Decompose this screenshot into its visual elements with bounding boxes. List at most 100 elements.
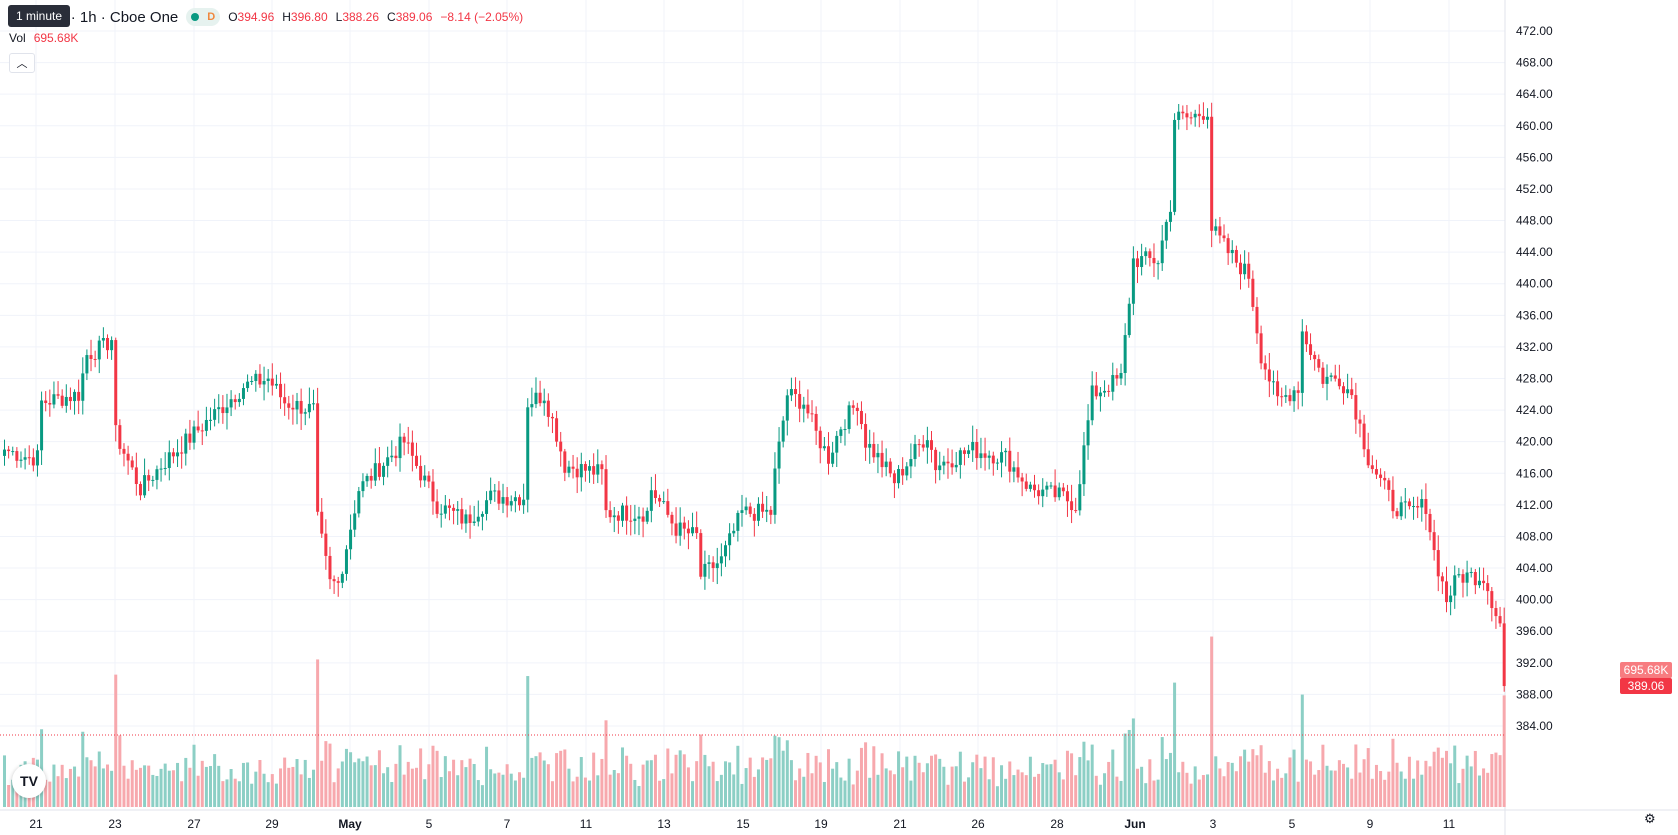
volume-bar	[324, 741, 328, 807]
candle-body	[1185, 113, 1189, 118]
volume-bar	[250, 783, 254, 807]
volume-bar	[1366, 748, 1370, 807]
volume-bar	[1193, 766, 1197, 807]
candle-body	[835, 435, 839, 453]
candle-body	[332, 579, 336, 582]
candle-body	[670, 514, 674, 524]
candle-body	[1445, 581, 1448, 603]
candle-body	[11, 451, 15, 453]
candle-body	[971, 441, 975, 451]
volume-bar	[761, 757, 765, 807]
volume-bar	[625, 755, 629, 807]
price-axis[interactable]: 472.00 468.00 464.00 460.00 456.00 452.00 448.…	[1516, 24, 1553, 733]
volume-bar	[1239, 756, 1242, 807]
volume-bar	[138, 767, 142, 807]
volume-bar	[81, 731, 85, 807]
candle-body	[1255, 306, 1259, 334]
candle-body	[1461, 574, 1465, 583]
candle-body	[505, 497, 509, 506]
volume-bar	[1412, 778, 1416, 807]
candle-body	[1494, 608, 1498, 617]
volume-bar	[1333, 770, 1337, 807]
volume-bar	[1234, 771, 1238, 807]
candle-body	[785, 395, 789, 421]
price-tick-label: 440.00	[1516, 277, 1553, 291]
candle-body	[917, 444, 921, 446]
volume-bar	[171, 770, 175, 807]
candle-body	[843, 429, 847, 431]
candle-body	[596, 464, 600, 475]
volume-bar	[653, 754, 657, 807]
volume-bar	[1086, 760, 1090, 807]
volume-bar	[398, 745, 402, 807]
volume-bar	[73, 766, 77, 807]
candle-body	[1156, 263, 1160, 265]
candle-body	[942, 461, 946, 466]
volume-bar	[621, 747, 624, 807]
candle-body	[550, 416, 554, 419]
volume-bar	[645, 760, 649, 807]
candle-body	[794, 389, 798, 395]
volume-bar	[1214, 756, 1218, 807]
candle-body	[1477, 580, 1481, 586]
candle-body	[991, 455, 995, 464]
candle-body	[299, 400, 303, 414]
candle-body	[382, 465, 386, 477]
candle-body	[1358, 419, 1362, 424]
candle-body	[1449, 595, 1453, 603]
volume-bar	[1395, 762, 1399, 807]
candle-body	[897, 468, 901, 484]
volume-bar	[703, 754, 707, 807]
time-axis[interactable]: 21 23 27 29 May 5 7 11 13 15 19 21 26 28 Jun 3 5 9 11	[29, 817, 1455, 831]
volume-bar	[798, 768, 802, 807]
candle-body	[464, 514, 468, 524]
volume-bar	[1033, 776, 1036, 807]
candle-body	[447, 505, 451, 508]
collapse-legend-button[interactable]: ︿	[9, 53, 35, 73]
candle-body	[64, 396, 68, 406]
gear-icon[interactable]: ⚙	[1644, 811, 1656, 826]
time-tick-label: 5	[426, 817, 433, 831]
candle-body	[303, 412, 307, 414]
volume-bar	[1070, 753, 1074, 807]
volume-bar	[1041, 763, 1045, 807]
candle-body	[485, 500, 489, 514]
candle-body	[40, 400, 44, 451]
market-status-pill[interactable]: D	[186, 8, 221, 26]
candle-body	[645, 510, 649, 522]
tradingview-logo[interactable]: TV	[12, 764, 46, 798]
volume-bar	[1016, 769, 1020, 807]
price-tick-label: 388.00	[1516, 687, 1553, 701]
volume-bar	[233, 778, 237, 807]
volume-bar	[934, 754, 938, 807]
candle-body	[73, 391, 77, 402]
volume-bar	[1090, 744, 1094, 807]
volume-bar	[357, 758, 361, 807]
volume-bar	[283, 757, 287, 807]
candle-body	[1469, 572, 1473, 574]
volume-bar	[1477, 775, 1481, 807]
candle-body	[1218, 226, 1222, 236]
time-tick-label: 27	[187, 817, 201, 831]
volume-bar	[435, 750, 439, 807]
candle-body	[1181, 111, 1185, 114]
volume-bar	[777, 737, 781, 807]
volume-bar	[962, 781, 966, 807]
candle-body	[1094, 385, 1098, 397]
candle-body	[781, 420, 785, 442]
candle-body	[415, 455, 418, 466]
volume-bar	[794, 780, 798, 807]
candle-body	[1420, 498, 1424, 508]
volume-bar	[1473, 750, 1477, 807]
candle-body	[1374, 469, 1378, 475]
candle-body	[1321, 367, 1325, 384]
volume-bar	[938, 758, 942, 807]
candle-body	[888, 461, 892, 474]
volume-bar	[546, 764, 550, 807]
volume-bar	[567, 768, 571, 807]
volume-bar	[983, 756, 987, 807]
volume-bar	[1103, 773, 1107, 807]
volume-bar	[1342, 763, 1345, 807]
volume-bar	[847, 758, 851, 807]
